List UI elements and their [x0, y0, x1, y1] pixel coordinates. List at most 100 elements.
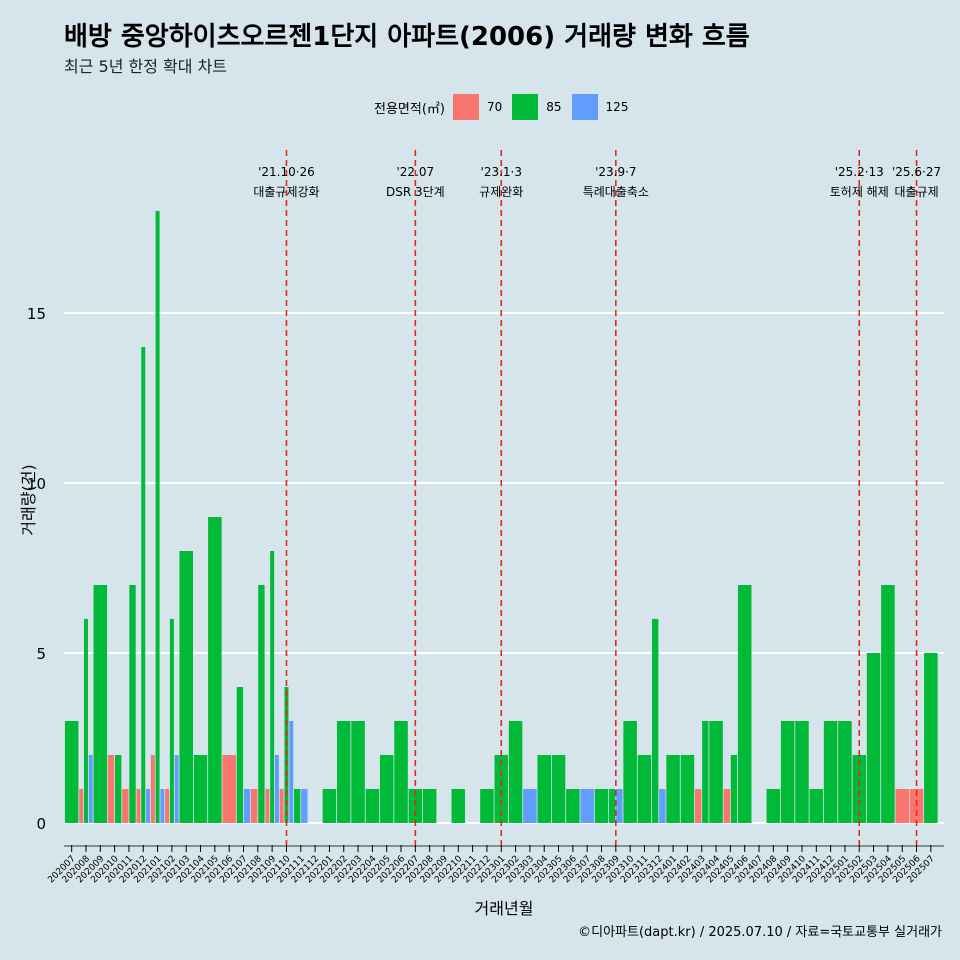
- x-axis-title: 거래년월: [475, 899, 534, 918]
- bar-202102-85: [169, 619, 174, 823]
- bar-202503-85: [866, 653, 881, 823]
- legend-key-85: [512, 94, 539, 120]
- bar-202007-85: [64, 721, 79, 823]
- bar-202107-85: [236, 687, 244, 823]
- event-name-label: 토허제 해제: [830, 185, 889, 199]
- bar-202405-85: [730, 755, 738, 823]
- bar-202102-125: [174, 755, 179, 823]
- event-date-label: '25.6·27: [892, 165, 941, 179]
- y-tick-label: 5: [36, 645, 46, 663]
- bar-202308-85: [594, 789, 609, 823]
- bar-202302-85: [508, 721, 523, 823]
- bar-202101-85: [155, 211, 160, 823]
- event-date-label: '25.2·13: [835, 165, 884, 179]
- bar-202106-70: [222, 755, 236, 823]
- bar-202012-70: [136, 789, 141, 823]
- bar-202310-85: [623, 721, 637, 823]
- bar-202010-70: [107, 755, 115, 823]
- source-caption: ©디아파트(dapt.kr) / 2025.07.10 / 자료=국토교통부 실…: [578, 925, 942, 940]
- bar-202304-85: [537, 755, 551, 823]
- bar-202210-85: [451, 789, 466, 823]
- bar-202008-85: [83, 619, 88, 823]
- bar-202104-85: [193, 755, 208, 823]
- bar-202101-70: [150, 755, 155, 823]
- bar-202108-85: [258, 585, 265, 823]
- y-tick-label: 15: [27, 305, 46, 323]
- bar-202109-85: [270, 551, 275, 823]
- bar-202208-85: [422, 789, 437, 823]
- bar-202505-70: [895, 789, 909, 823]
- bar-202008-125: [88, 755, 93, 823]
- bar-202401-85: [666, 755, 680, 823]
- chart-title: 배방 중앙하이츠오르젠1단지 아파트(2006) 거래량 변화 흐름: [64, 22, 750, 52]
- bar-202312-125: [659, 789, 666, 823]
- legend-label-85: 85: [546, 100, 562, 114]
- bar-202212-85: [480, 789, 494, 823]
- bar-202303-125: [523, 789, 537, 823]
- event-name-label: 규제완화: [479, 185, 523, 199]
- event-date-label: '22.07: [397, 165, 435, 179]
- bar-202406-85: [737, 585, 752, 823]
- bar-202012-125: [146, 789, 151, 823]
- bar-202108-70: [251, 789, 258, 823]
- bar-202312-85: [652, 619, 659, 823]
- bar-202107-125: [243, 789, 251, 823]
- chart-subtitle: 최근 5년 한정 확대 차트: [64, 57, 228, 76]
- bar-202306-85: [566, 789, 580, 823]
- bar-202204-85: [365, 789, 380, 823]
- bar-202403-85: [702, 721, 709, 823]
- event-date-label: '23.1·3: [481, 165, 522, 179]
- y-tick-label: 0: [36, 815, 46, 833]
- y-tick-label: 10: [27, 475, 46, 493]
- bar-202408-85: [766, 789, 781, 823]
- bar-202103-85: [179, 551, 193, 823]
- bar-202403-70: [694, 789, 702, 823]
- legend-label-125: 125: [605, 100, 629, 114]
- bar-202101-125: [160, 789, 165, 823]
- bar-202309-125: [616, 789, 623, 823]
- event-name-label: 대출규제강화: [253, 185, 319, 199]
- event-name-label: 대출규제: [894, 185, 938, 199]
- bar-202205-85: [379, 755, 394, 823]
- bar-202109-70: [265, 789, 270, 823]
- bar-202203-85: [351, 721, 365, 823]
- event-date-label: '21.10·26: [258, 165, 315, 179]
- legend-key-125: [571, 94, 598, 120]
- y-axis-title: 거래량(건): [19, 464, 38, 535]
- event-date-label: '23.9·7: [595, 165, 636, 179]
- bar-202110-70: [279, 789, 284, 823]
- bar-202411-85: [809, 789, 824, 823]
- bar-202009-85: [93, 585, 108, 823]
- bar-202111-125: [301, 789, 308, 823]
- bar-202405-70: [723, 789, 730, 823]
- bar-202409-85: [780, 721, 795, 823]
- bar-202109-125: [274, 755, 279, 823]
- bar-202012-85: [141, 347, 146, 823]
- bar-202412-85: [823, 721, 838, 823]
- bar-202307-125: [580, 789, 594, 823]
- bar-202309-85: [609, 789, 616, 823]
- bar-202102-70: [165, 789, 170, 823]
- legend-title: 전용면적(㎡): [374, 101, 445, 117]
- bar-202008-70: [79, 789, 84, 823]
- bar-202201-85: [322, 789, 337, 823]
- bar-202311-85: [637, 755, 652, 823]
- bar-202502-85: [852, 755, 867, 823]
- bar-202410-85: [795, 721, 809, 823]
- bar-202305-85: [551, 755, 566, 823]
- bar-202501-85: [838, 721, 852, 823]
- bar-202010-85: [115, 755, 122, 823]
- bar-202011-70: [122, 789, 129, 823]
- bar-202504-85: [881, 585, 895, 823]
- bar-202105-85: [208, 517, 222, 823]
- bar-202111-85: [294, 789, 301, 823]
- bar-202110-125: [289, 721, 294, 823]
- bar-202402-85: [680, 755, 695, 823]
- legend: 전용면적(㎡) 70 85 125: [374, 94, 638, 120]
- bar-202011-85: [129, 585, 136, 823]
- bar-202404-85: [709, 721, 723, 823]
- legend-label-70: 70: [486, 100, 503, 114]
- bar-202206-85: [394, 721, 408, 823]
- event-name-label: 특례대출축소: [583, 185, 649, 199]
